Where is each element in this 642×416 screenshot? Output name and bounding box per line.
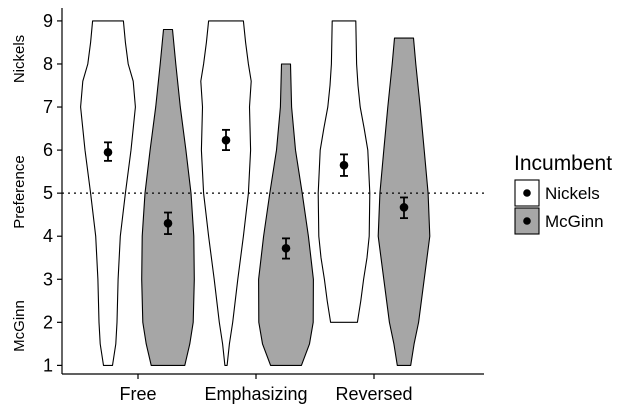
mean-point-nickels-emphasizing (221, 135, 231, 145)
mean-point-nickels-free (103, 147, 113, 157)
legend-swatch-mcginn (514, 207, 540, 235)
y-tick-label-3: 3 (43, 269, 53, 289)
mean-point-mcginn-emphasizing (281, 243, 291, 253)
violin-nickels-free (80, 20, 136, 366)
y-tick-label-7: 7 (43, 97, 53, 117)
violin-mcginn-free (141, 28, 195, 366)
axes: 1 2 3 4 5 6 7 8 9 Free Emphasizing Reversed Nickels P… (11, 8, 484, 404)
y-axis-label-middle: Preference (11, 155, 28, 228)
mean-point-mcginn-reversed (399, 203, 409, 212)
y-tick-label-9: 9 (43, 11, 53, 31)
y-tick-label-5: 5 (43, 183, 53, 203)
violin-mcginn-emphasizing (258, 63, 314, 366)
legend-marker-nickels (523, 189, 531, 197)
x-tick-label-reversed: Reversed (335, 384, 412, 404)
mean-point-mcginn-free (163, 218, 173, 228)
y-axis-label-top: Nickels (11, 35, 28, 83)
legend: Incumbent Nickels McGinn (514, 152, 612, 235)
legend-label-nickels: Nickels (545, 184, 600, 203)
y-tick-label-8: 8 (43, 54, 53, 74)
legend-title: Incumbent (514, 152, 612, 175)
legend-label-mcginn: McGinn (545, 212, 604, 231)
y-tick-label-6: 6 (43, 140, 53, 160)
y-tick-label-2: 2 (43, 312, 53, 332)
x-tick-label-emphasizing: Emphasizing (204, 384, 307, 404)
y-axis-label-bottom: McGinn (11, 300, 28, 352)
mean-point-nickels-reversed (339, 160, 349, 170)
legend-marker-mcginn (523, 217, 531, 225)
y-tick-label-1: 1 (43, 355, 53, 375)
plot-area (62, 20, 484, 366)
x-tick-label-free: Free (119, 384, 156, 404)
y-tick-label-4: 4 (43, 226, 53, 246)
